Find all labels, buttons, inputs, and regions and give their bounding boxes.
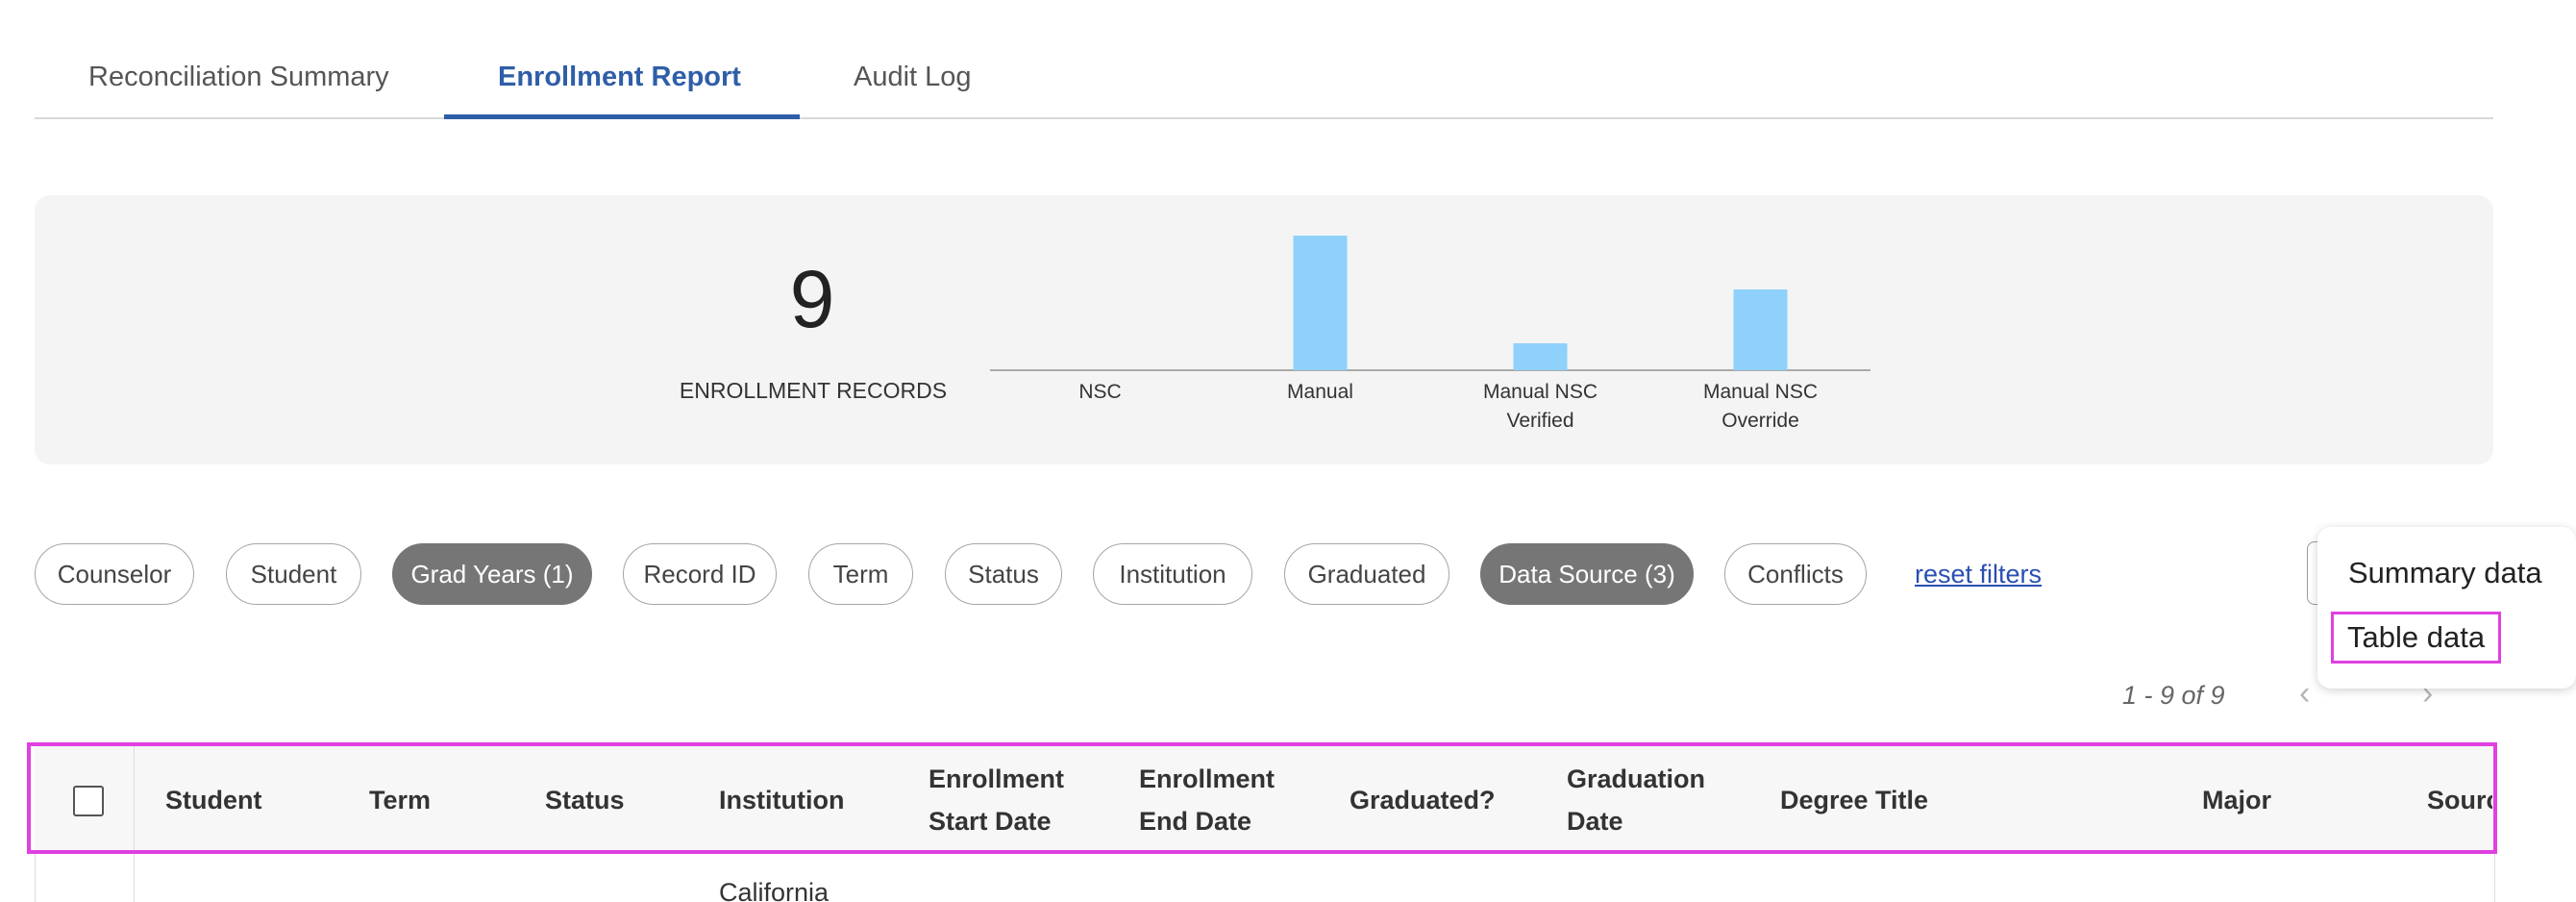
column-header-line: End Date (1139, 807, 1252, 836)
data-source-bar-chart: NSC Manual Manual NSC Verified Manual NSC Ove… (990, 224, 1870, 445)
column-header-line: Start Date (929, 807, 1052, 836)
enrollment-summary-card: 9 ENROLLMENT RECORDS NSC Manual Manual NSC… (35, 195, 2493, 464)
chart-category-label: Manual (1244, 378, 1398, 407)
column-header-enrollment-start-date[interactable]: Enrollment Start Date (929, 758, 1064, 842)
filter-grad-years[interactable]: Grad Years (1) (392, 543, 592, 605)
table-cell-institution: California (719, 878, 830, 902)
column-header-institution[interactable]: Institution (719, 786, 845, 814)
chart-category-label: NSC (1024, 378, 1177, 407)
chevron-right-icon[interactable]: › (2422, 675, 2434, 712)
filter-student[interactable]: Student (226, 543, 361, 605)
tab-bar: Reconciliation Summary Enrollment Report… (35, 38, 2493, 119)
chart-category-label-line: NSC (1078, 381, 1122, 403)
chart-category-label-line: Override (1721, 410, 1799, 432)
filter-conflicts[interactable]: Conflicts (1724, 543, 1867, 605)
tab-enrollment-report[interactable]: Enrollment Report (498, 62, 741, 92)
filter-term[interactable]: Term (808, 543, 913, 605)
chart-bar (1513, 343, 1568, 370)
tab-audit-log[interactable]: Audit Log (854, 62, 972, 92)
column-header-major[interactable]: Major (2202, 786, 2272, 814)
filter-record-id[interactable]: Record ID (623, 543, 777, 605)
table-header (35, 745, 2495, 853)
tab-reconciliation-summary[interactable]: Reconciliation Summary (88, 62, 389, 92)
chart-category-label-line: Manual (1287, 381, 1353, 403)
chart-category-label: Manual NSC Override (1684, 378, 1838, 436)
column-header-graduation-date[interactable]: Graduation Date (1567, 758, 1705, 842)
chevron-left-icon[interactable]: ‹ (2299, 675, 2311, 712)
chart-category-label-line: Verified (1506, 410, 1574, 432)
filter-status[interactable]: Status (945, 543, 1062, 605)
active-tab-indicator (444, 114, 800, 119)
column-header-graduated[interactable]: Graduated? (1350, 786, 1496, 814)
filter-institution[interactable]: Institution (1093, 543, 1252, 605)
column-header-line: Graduation (1567, 764, 1706, 793)
chart-category-label-line: Manual NSC (1482, 381, 1598, 403)
column-header-degree-title[interactable]: Degree Title (1780, 786, 1929, 814)
column-header-line: Enrollment (929, 764, 1065, 793)
menu-item-summary-data[interactable]: Summary data (2348, 556, 2542, 589)
chart-category-label: Manual NSC Verified (1464, 378, 1618, 436)
pagination-range: 1 - 9 of 9 (2122, 681, 2225, 710)
column-header-line: Date (1567, 807, 1623, 836)
chart-bar (1293, 236, 1348, 370)
menu-item-table-data[interactable]: Table data (2331, 612, 2502, 664)
select-column (35, 745, 135, 902)
filter-data-source[interactable]: Data Source (3) (1480, 543, 1694, 605)
column-header-term[interactable]: Term (369, 786, 432, 814)
reset-filters-link[interactable]: reset filters (1915, 560, 2043, 589)
column-header-line: Enrollment (1139, 764, 1276, 793)
enrollment-count-label: ENROLLMENT RECORDS (679, 378, 948, 403)
chart-bar (1733, 289, 1788, 370)
filter-counselor[interactable]: Counselor (35, 543, 194, 605)
column-header-status[interactable]: Status (545, 786, 625, 814)
filter-graduated[interactable]: Graduated (1284, 543, 1449, 605)
column-header-enrollment-end-date[interactable]: Enrollment End Date (1139, 758, 1275, 842)
enrollment-count: 9 (789, 254, 835, 344)
chart-category-label-line: Manual NSC (1702, 381, 1819, 403)
select-all-checkbox[interactable] (73, 786, 104, 816)
column-header-source[interactable]: Sourc (2427, 786, 2492, 814)
chart-canvas (990, 236, 1870, 371)
table-header-highlight (27, 742, 2497, 854)
column-header-student[interactable]: Student (165, 786, 262, 814)
export-dropdown-menu: Summary data Table data (2317, 527, 2576, 689)
